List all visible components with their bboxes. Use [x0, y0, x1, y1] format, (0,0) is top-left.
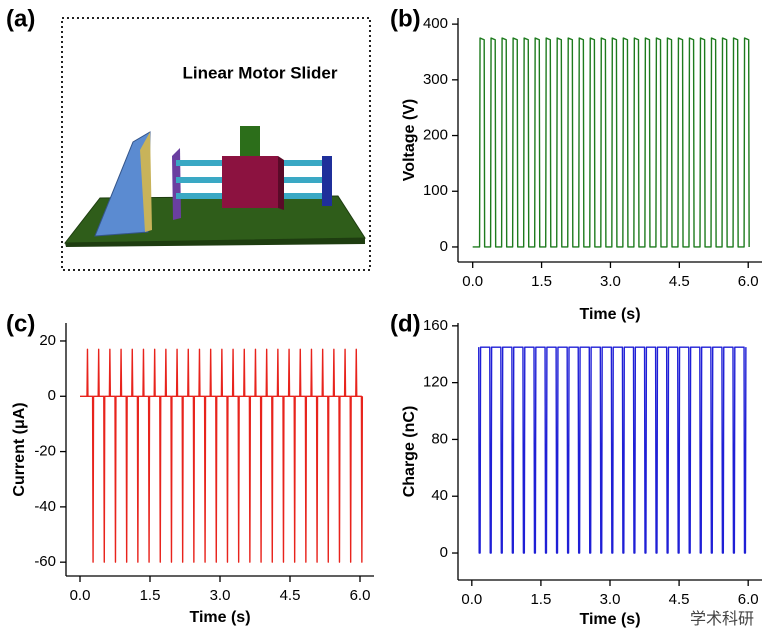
- x-tick-label: 0.0: [462, 273, 483, 290]
- y-tick-label: 100: [423, 182, 448, 199]
- y-tick-label: 300: [423, 71, 448, 88]
- x-tick-label: 6.0: [350, 587, 371, 604]
- y-tick-label: 120: [423, 374, 448, 391]
- y-tick-label: 160: [423, 317, 448, 334]
- x-tick-label: 3.0: [600, 591, 621, 608]
- y-tick-label: 0: [48, 387, 56, 404]
- y-tick-label: 20: [39, 332, 56, 349]
- panel-label: (c): [6, 310, 35, 337]
- y-axis-label: Voltage (V): [401, 99, 418, 181]
- x-tick-label: 1.5: [531, 273, 552, 290]
- diagram-title: Linear Motor Slider: [183, 63, 338, 82]
- x-axis-label: Time (s): [579, 306, 640, 323]
- x-tick-label: 3.0: [600, 273, 621, 290]
- x-tick-label: 4.5: [669, 273, 690, 290]
- y-tick-label: 0: [440, 238, 448, 255]
- x-tick-label: 4.5: [280, 587, 301, 604]
- data-line: [80, 348, 364, 563]
- x-tick-label: 6.0: [738, 591, 759, 608]
- x-axis-label: Time (s): [189, 609, 250, 626]
- panel-label: (d): [390, 310, 421, 337]
- y-tick-label: 40: [431, 487, 448, 504]
- x-tick-label: 3.0: [210, 587, 231, 604]
- x-tick-label: 0.0: [461, 591, 482, 608]
- y-tick-label: 400: [423, 15, 448, 32]
- y-axis-label: Charge (nC): [401, 406, 418, 498]
- panel-label: (b): [390, 5, 421, 32]
- x-axis-label: Time (s): [579, 611, 640, 628]
- y-tick-label: 0: [440, 544, 448, 561]
- watermark: 学术科研: [690, 610, 754, 628]
- y-tick-label: -20: [34, 443, 56, 460]
- y-tick-label: 80: [431, 430, 448, 447]
- y-tick-label: -60: [34, 553, 56, 570]
- x-tick-label: 1.5: [140, 587, 161, 604]
- y-tick-label: 200: [423, 127, 448, 144]
- data-line: [472, 37, 750, 248]
- slider-scene: [63, 126, 366, 247]
- x-tick-label: 1.5: [530, 591, 551, 608]
- data-line: [478, 346, 747, 554]
- x-tick-label: 6.0: [738, 273, 759, 290]
- y-tick-label: -40: [34, 498, 56, 515]
- panel-label: (a): [6, 5, 35, 32]
- x-tick-label: 0.0: [70, 587, 91, 604]
- y-axis-label: Current (μA): [11, 402, 28, 496]
- x-tick-label: 4.5: [669, 591, 690, 608]
